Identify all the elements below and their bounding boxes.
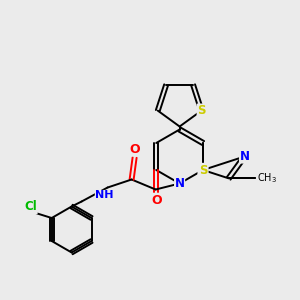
Text: NH: NH xyxy=(95,190,114,200)
Text: S: S xyxy=(199,164,207,176)
Text: O: O xyxy=(129,143,140,156)
Text: N: N xyxy=(198,164,208,176)
Text: Cl: Cl xyxy=(24,200,37,214)
Text: methyl: methyl xyxy=(258,177,262,178)
Text: CH$_3$: CH$_3$ xyxy=(257,171,277,185)
Text: O: O xyxy=(151,194,161,208)
Text: S: S xyxy=(197,104,206,117)
Text: N: N xyxy=(175,177,184,190)
Text: N: N xyxy=(239,150,250,163)
Text: methyl: methyl xyxy=(269,177,274,178)
